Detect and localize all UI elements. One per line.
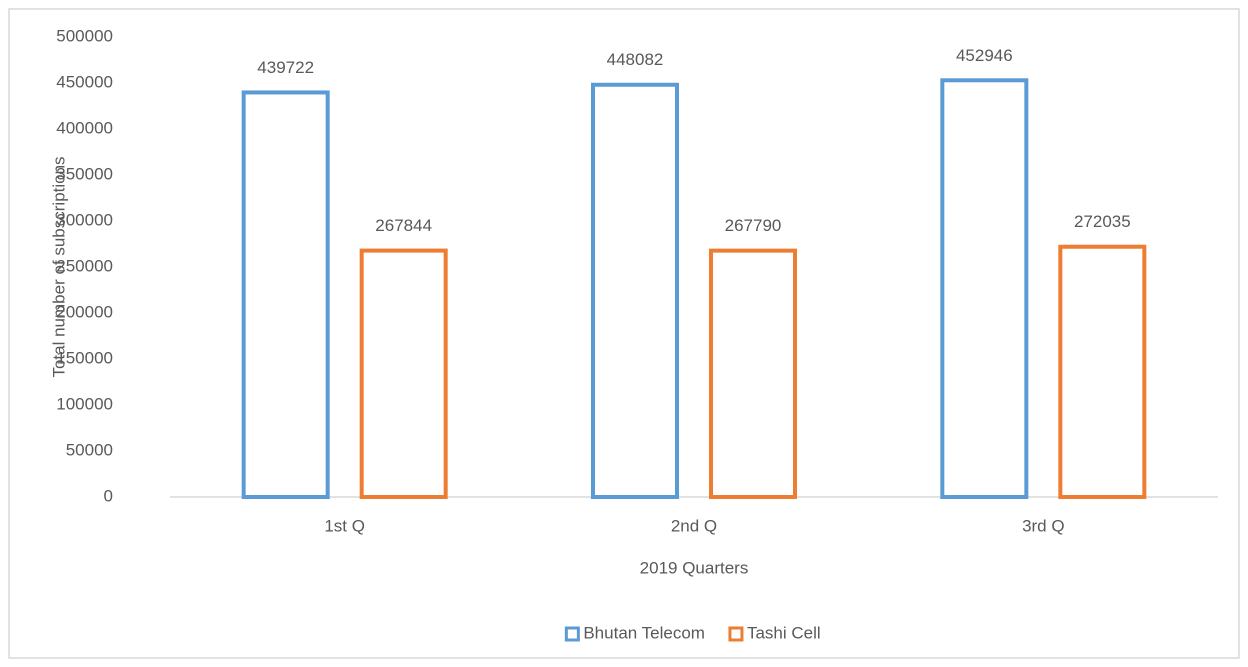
y-tick-label: 300000 — [56, 210, 113, 229]
bar — [591, 82, 679, 499]
y-tick-label: 200000 — [56, 302, 113, 321]
y-tick-label: 350000 — [56, 164, 113, 183]
y-tick-label: 50000 — [66, 440, 113, 459]
y-tick-label: 150000 — [56, 348, 113, 367]
y-tick-label: 100000 — [56, 394, 113, 413]
bar — [241, 90, 330, 500]
y-tick-label: 250000 — [56, 256, 113, 275]
data-label: 267790 — [725, 216, 782, 235]
data-label: 448082 — [607, 50, 664, 69]
legend-label: Tashi Cell — [747, 623, 821, 642]
legend-marker — [728, 626, 744, 642]
x-tick-label: 1st Q — [324, 516, 365, 535]
x-axis-label: 2019 Quarters — [640, 558, 749, 577]
legend-marker — [564, 626, 580, 642]
data-label: 439722 — [257, 58, 314, 77]
y-tick-label: 400000 — [56, 118, 113, 137]
legend-label: Bhutan Telecom — [583, 623, 705, 642]
bar — [940, 78, 1029, 500]
y-tick-label: 0 — [104, 486, 113, 505]
bar — [359, 248, 448, 499]
data-label: 452946 — [956, 46, 1013, 65]
bar — [1058, 244, 1147, 499]
y-axis-label: Total number of subscriptions — [49, 156, 68, 377]
y-tick-label: 450000 — [56, 72, 113, 91]
chart-border — [8, 8, 1240, 659]
x-tick-label: 2nd Q — [671, 516, 717, 535]
bar — [709, 248, 797, 499]
x-tick-label: 3rd Q — [1022, 516, 1065, 535]
data-label: 272035 — [1074, 212, 1131, 231]
data-label: 267844 — [375, 216, 432, 235]
y-tick-label: 500000 — [56, 26, 113, 45]
